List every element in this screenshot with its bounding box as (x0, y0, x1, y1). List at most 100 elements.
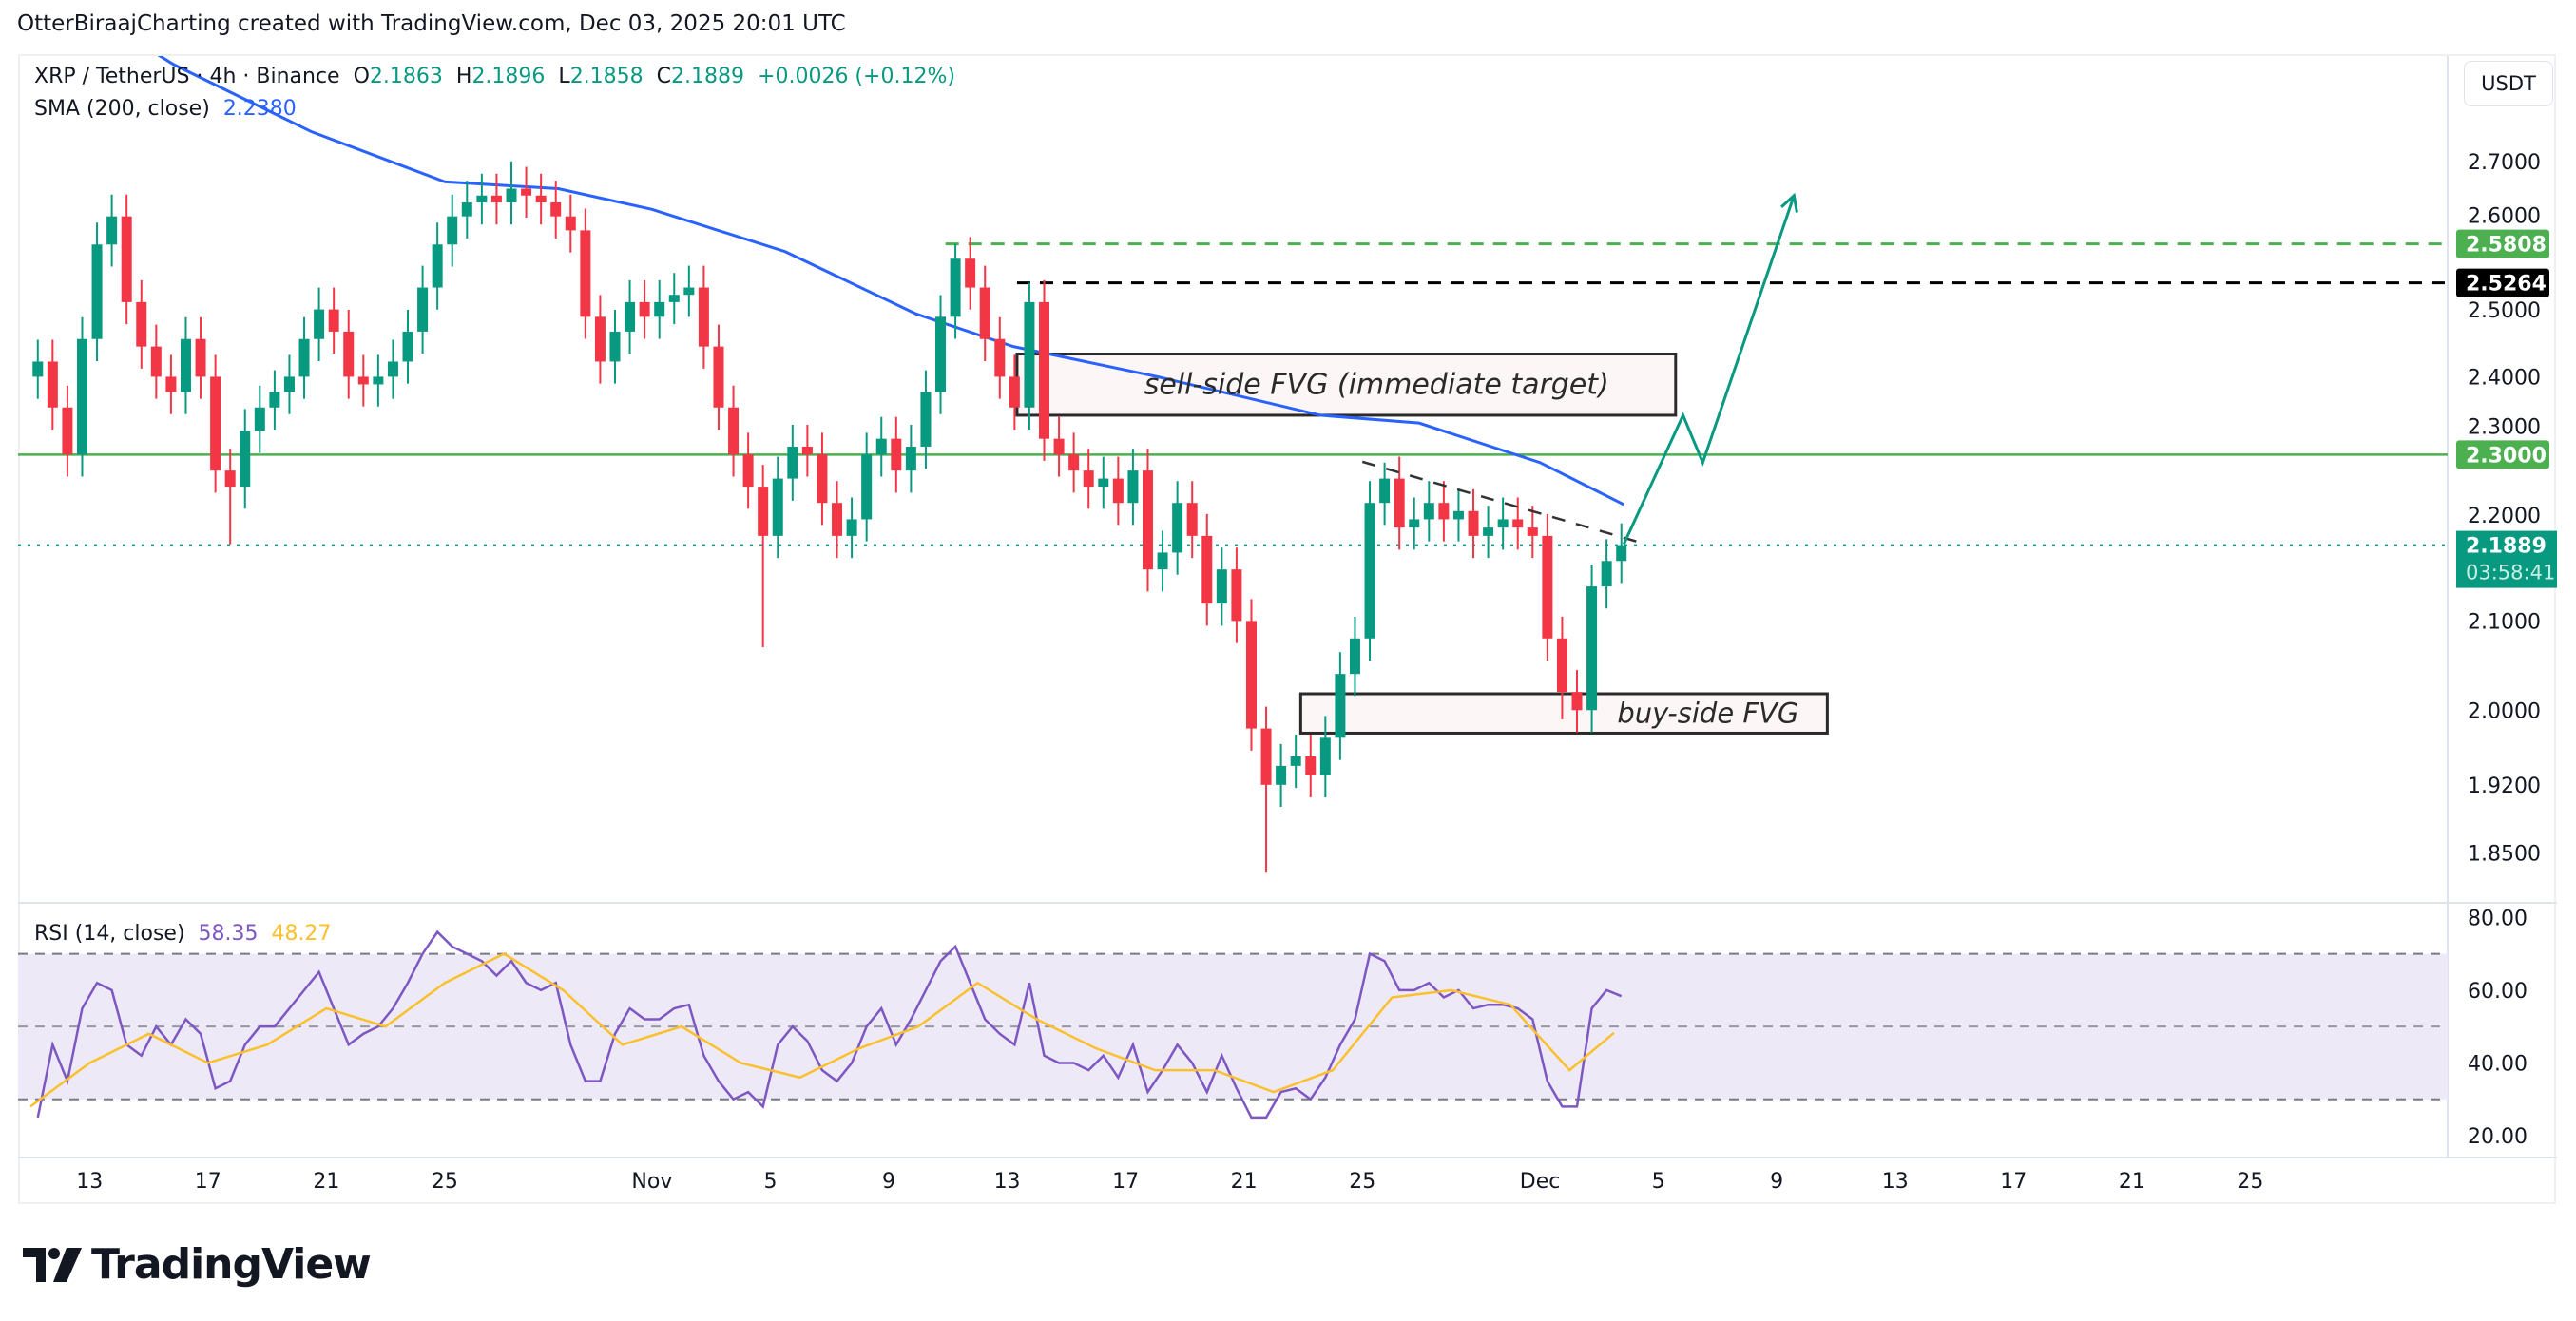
price-tick-label: 2.0000 (2468, 699, 2541, 723)
close-label: C (656, 65, 672, 88)
low-value: 2.1858 (569, 65, 644, 88)
candle-body (1157, 552, 1168, 570)
candle (609, 309, 621, 384)
candle (298, 316, 310, 399)
candle (180, 316, 191, 414)
candle-body (1098, 478, 1109, 488)
candle-body (240, 431, 251, 488)
candle-body (1556, 638, 1567, 693)
candle (1586, 565, 1598, 733)
candle-body (1142, 470, 1153, 570)
candle (668, 273, 680, 325)
candle-body (742, 454, 754, 488)
candle-body (817, 454, 828, 504)
candle-body (550, 202, 562, 217)
candle-body (210, 376, 221, 471)
rsi-tick-label: 60.00 (2468, 980, 2528, 1004)
candle-body (594, 316, 606, 362)
candle (1112, 456, 1124, 526)
high-value: 2.1896 (471, 65, 546, 88)
symbol-title[interactable]: XRP / TetherUS · 4h · Binance (34, 65, 340, 88)
candle-body (269, 392, 280, 408)
candle (846, 497, 857, 559)
open-label: O (353, 65, 370, 88)
candle-body (1276, 765, 1287, 785)
price-tick-label: 1.8500 (2468, 842, 2541, 866)
candle-body (476, 195, 488, 203)
candle-body (1527, 527, 1538, 536)
time-tick-label: 21 (313, 1170, 339, 1194)
candle-body (1245, 621, 1257, 729)
candle (387, 339, 398, 399)
sma-value: 2.2380 (222, 97, 297, 121)
candle-body (979, 287, 990, 339)
candle (1201, 513, 1213, 626)
candle (254, 385, 265, 453)
candle-body (683, 287, 695, 296)
tradingview-logo[interactable]: TradingView (23, 1240, 372, 1289)
candle-body (1009, 376, 1020, 408)
candle (580, 208, 591, 339)
candle (1083, 449, 1094, 509)
candle-body (1231, 569, 1242, 622)
candle-body (935, 316, 947, 392)
candle (328, 287, 339, 354)
chart-credit: OtterBiraajCharting created with Trading… (17, 11, 846, 36)
candle-body (787, 446, 798, 479)
candle-body (1335, 674, 1346, 738)
candle (1245, 599, 1257, 751)
candle-body (62, 407, 73, 455)
candle-body (758, 487, 769, 536)
candle-body (580, 230, 591, 317)
candle-body (875, 438, 887, 455)
candle-body (861, 454, 873, 520)
candle (490, 173, 502, 225)
candle (1542, 513, 1553, 661)
candle-body (224, 470, 236, 488)
time-tick-label: Dec (1520, 1170, 1561, 1194)
candle (165, 354, 177, 414)
candle (1452, 488, 1464, 542)
candle (1394, 456, 1405, 550)
candle (713, 324, 724, 430)
tradingview-logo-icon (23, 1247, 82, 1282)
candle-body (609, 331, 621, 362)
candle (1290, 735, 1301, 789)
candle (1497, 497, 1509, 550)
candle-body (298, 338, 310, 377)
buy-side-fvg-label: buy-side FVG (1617, 698, 1798, 730)
candle (1438, 481, 1450, 542)
candle-body (373, 376, 384, 385)
candle (402, 309, 413, 384)
rsi-legend[interactable]: RSI (14, close) 58.35 48.27 (34, 922, 332, 946)
candle (521, 166, 532, 218)
currency-button[interactable]: USDT (2464, 61, 2553, 106)
candle-body (254, 407, 265, 431)
candle-body (1379, 478, 1391, 504)
candle-body (91, 244, 103, 339)
candle (905, 425, 916, 493)
candle (106, 194, 118, 267)
candle-body (1186, 503, 1198, 536)
candle-body (447, 216, 458, 245)
candle-body (950, 258, 961, 317)
candle (935, 295, 947, 414)
candle-body (1409, 519, 1420, 528)
candle (210, 354, 221, 493)
candle (728, 385, 740, 477)
candle (1260, 706, 1272, 873)
level-label-2-5808: 2.5808 (2466, 234, 2547, 258)
symbol-legend: XRP / TetherUS · 4h · Binance O2.1863 H2… (34, 65, 955, 88)
time-tick-label: 13 (76, 1170, 103, 1194)
candle-body (891, 438, 902, 471)
descending-trendline (1361, 460, 1646, 546)
sma-legend[interactable]: SMA (200, close) 2.2380 (34, 97, 297, 121)
candle-body (180, 338, 191, 392)
candle (832, 481, 843, 559)
rsi-tick-label: 40.00 (2468, 1052, 2528, 1076)
candle (373, 354, 384, 407)
level-label-2-3000-bg (2456, 440, 2549, 469)
time-tick-label: 21 (2119, 1170, 2145, 1194)
candle-body (314, 309, 325, 339)
